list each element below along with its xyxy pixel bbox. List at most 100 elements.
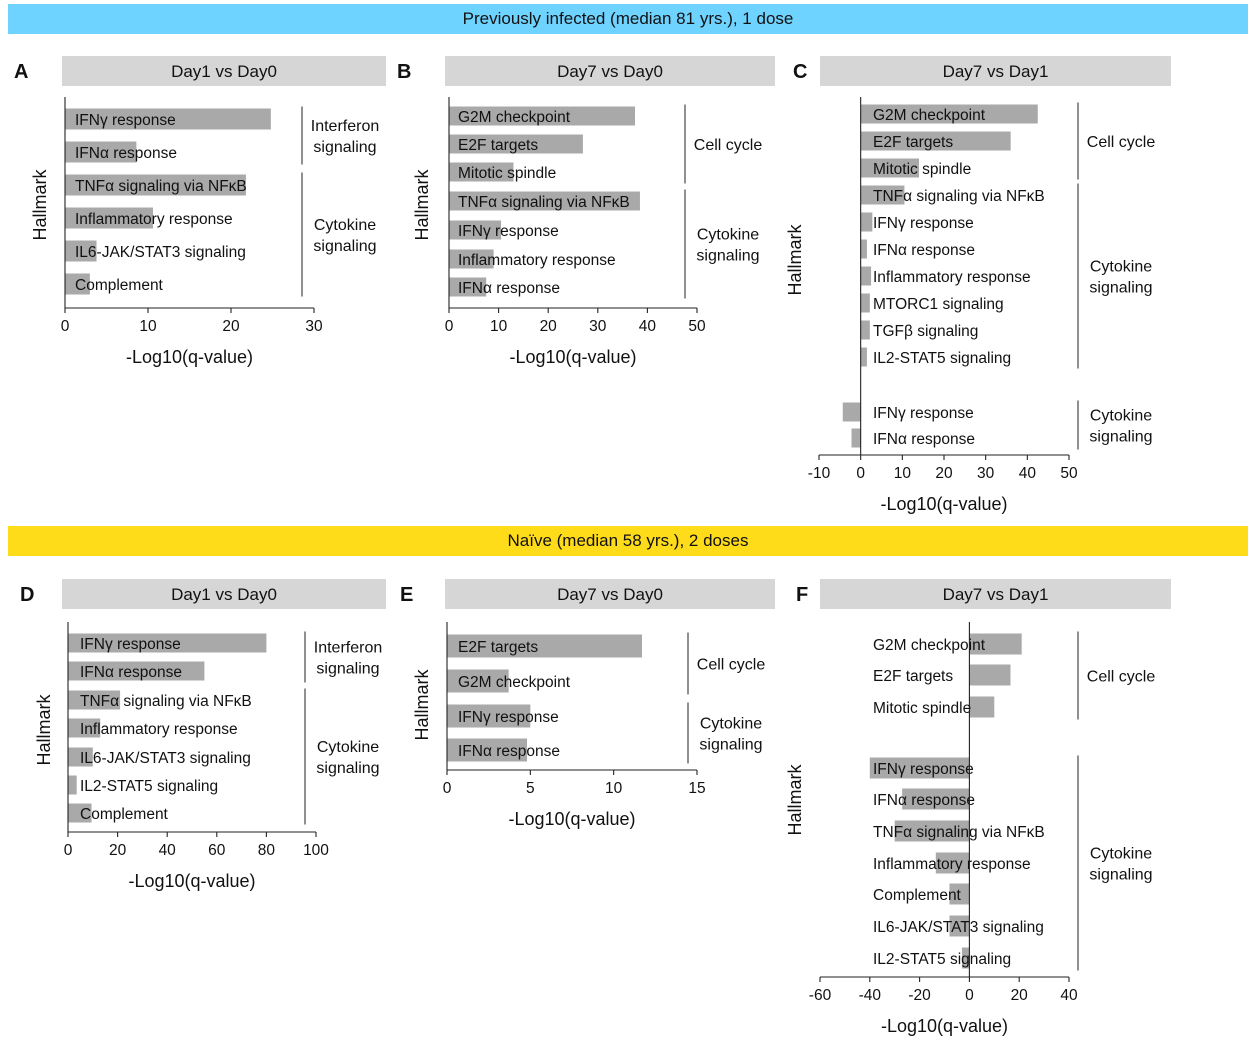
x-tick-label: 0 xyxy=(856,465,865,482)
group-label: Cell cycle xyxy=(694,137,763,154)
x-tick-label: 30 xyxy=(305,318,323,335)
panel-title: Day7 vs Day0 xyxy=(557,585,663,604)
y-axis-label: Hallmark xyxy=(34,694,54,766)
group-label: signaling xyxy=(696,248,759,265)
bar-label: Complement xyxy=(80,806,169,823)
x-tick-label: 10 xyxy=(605,780,623,797)
y-axis-label: Hallmark xyxy=(785,224,805,296)
bar-label: E2F targets xyxy=(873,668,953,685)
group-label: Cytokine xyxy=(1090,259,1152,276)
bar-label: Inflammatory response xyxy=(80,721,238,738)
group-label: signaling xyxy=(1089,280,1152,297)
bar-label: MTORC1 signaling xyxy=(873,296,1004,313)
bar-label: TNFα signaling via NFκB xyxy=(873,188,1045,205)
bar-label: IFNα response xyxy=(75,145,177,162)
bar-label: IFNγ response xyxy=(458,223,559,240)
group-label: signaling xyxy=(316,760,379,777)
bar-label: IL2-STAT5 signaling xyxy=(80,778,218,795)
bar xyxy=(861,240,867,259)
bar-label: Complement xyxy=(75,277,164,294)
panel-F: F Day7 vs Day1 G2M checkpoint E2F targets Mi… xyxy=(785,579,1171,1036)
bar-label: TGFβ signaling xyxy=(873,323,978,340)
bar-label: IL6-JAK/STAT3 signaling xyxy=(873,919,1044,936)
group-label: Cytokine xyxy=(700,716,762,733)
x-tick-label: 0 xyxy=(64,842,73,859)
bar-label: G2M checkpoint xyxy=(873,107,986,124)
bar xyxy=(969,697,994,718)
bar xyxy=(861,213,873,232)
x-tick-label: -40 xyxy=(859,987,882,1004)
bar-label: TNFα signaling via NFκB xyxy=(458,194,630,211)
group-label: signaling xyxy=(1089,429,1152,446)
x-tick-label: -20 xyxy=(908,987,931,1004)
bar-label: IFNγ response xyxy=(873,761,974,778)
bar-label: IFNγ response xyxy=(873,405,974,422)
x-tick-label: 10 xyxy=(894,465,912,482)
bar-label: IL2-STAT5 signaling xyxy=(873,951,1011,968)
bar-label: TNFα signaling via NFκB xyxy=(873,824,1045,841)
group-label: Cytokine xyxy=(317,739,379,756)
x-axis-label: -Log10(q-value) xyxy=(509,347,636,367)
panel-title: Day7 vs Day1 xyxy=(943,62,1049,81)
x-tick-label: 100 xyxy=(303,842,329,859)
group-label: signaling xyxy=(313,238,376,255)
bar-label: IFNγ response xyxy=(80,636,181,653)
panel-letter: D xyxy=(20,584,34,606)
x-tick-label: 30 xyxy=(977,465,995,482)
bar-label: G2M checkpoint xyxy=(873,637,986,654)
group-label: signaling xyxy=(699,737,762,754)
bar-label: Inflammatory response xyxy=(873,269,1031,286)
x-tick-label: 30 xyxy=(589,318,607,335)
bar-label: Complement xyxy=(873,887,962,904)
panel-letter: C xyxy=(793,61,807,83)
group-label: signaling xyxy=(1089,867,1152,884)
panel-title: Day7 vs Day0 xyxy=(557,62,663,81)
bar-label: Mitotic spindle xyxy=(873,700,971,717)
group-label: Cytokine xyxy=(1090,408,1152,425)
x-tick-label: 20 xyxy=(935,465,953,482)
group-label: signaling xyxy=(316,661,379,678)
y-axis-label: Hallmark xyxy=(30,169,50,241)
panel-E: E Day7 vs Day0 E2F targets G2M checkpoint IF… xyxy=(400,579,775,829)
x-tick-label: 10 xyxy=(490,318,508,335)
panel-letter: B xyxy=(397,61,411,83)
bar-label: E2F targets xyxy=(458,639,538,656)
x-tick-label: 20 xyxy=(540,318,558,335)
x-axis-label: -Log10(q-value) xyxy=(880,494,1007,514)
panel-letter: A xyxy=(14,61,28,83)
group-label: Cell cycle xyxy=(697,657,766,674)
bar-label: IL2-STAT5 signaling xyxy=(873,350,1011,367)
x-tick-label: 40 xyxy=(639,318,657,335)
bar-label: IFNα response xyxy=(873,242,975,259)
bar xyxy=(843,403,861,422)
x-tick-label: 10 xyxy=(139,318,157,335)
x-tick-label: -10 xyxy=(808,465,831,482)
panel-title: Day1 vs Day0 xyxy=(171,585,277,604)
bar-label: IFNγ response xyxy=(458,709,559,726)
x-tick-label: 15 xyxy=(688,780,705,797)
bar-label: Inflammatory response xyxy=(873,856,1031,873)
bar-label: IFNα response xyxy=(80,664,182,681)
x-tick-label: 20 xyxy=(1011,987,1029,1004)
bar-label: IL6-JAK/STAT3 signaling xyxy=(80,750,251,767)
bar-label: Inflammatory response xyxy=(75,211,233,228)
x-tick-label: 80 xyxy=(258,842,276,859)
bar-label: Mitotic spindle xyxy=(458,165,556,182)
group-label: Cytokine xyxy=(1090,846,1152,863)
bar-label: IFNα response xyxy=(458,743,560,760)
panel-title: Day7 vs Day1 xyxy=(943,585,1049,604)
bar xyxy=(861,294,870,313)
group-label: Interferon xyxy=(314,640,382,657)
bar-label: IFNγ response xyxy=(75,112,176,129)
group-label: signaling xyxy=(313,139,376,156)
bar-label: Inflammatory response xyxy=(458,252,616,269)
group-label: Cytokine xyxy=(697,227,759,244)
bar-label: IFNα response xyxy=(873,431,975,448)
x-tick-label: 40 xyxy=(1060,987,1078,1004)
bar-label: TNFα signaling via NFκB xyxy=(80,693,252,710)
panel-A: A Day1 vs Day0IFNγ responseIFNα responseT… xyxy=(14,56,386,367)
x-axis-label: -Log10(q-value) xyxy=(881,1016,1008,1036)
bar-label: G2M checkpoint xyxy=(458,109,571,126)
bar-label: G2M checkpoint xyxy=(458,674,571,691)
